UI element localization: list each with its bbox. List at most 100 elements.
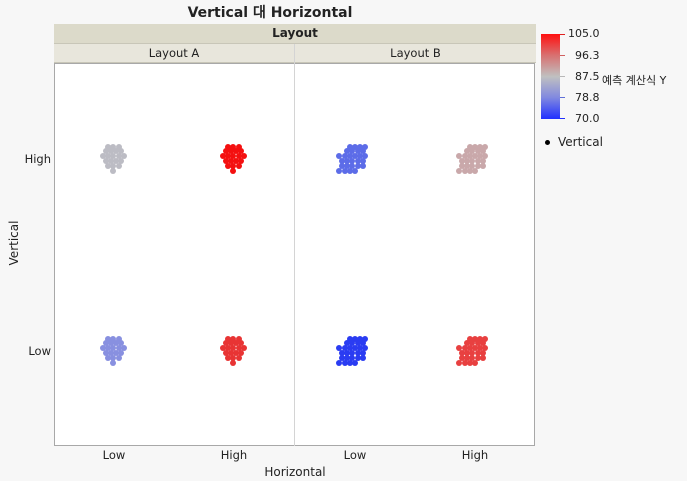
data-point[interactable] xyxy=(110,143,117,150)
data-point[interactable] xyxy=(341,359,348,366)
data-point[interactable] xyxy=(472,167,478,174)
data-point[interactable] xyxy=(336,359,343,366)
data-point[interactable] xyxy=(472,335,478,342)
data-point[interactable] xyxy=(230,143,237,150)
data-point[interactable] xyxy=(354,350,361,356)
data-point[interactable] xyxy=(359,340,366,347)
data-point[interactable] xyxy=(354,162,361,169)
data-point[interactable] xyxy=(362,143,369,150)
data-point[interactable] xyxy=(341,153,348,160)
data-point[interactable] xyxy=(233,340,239,347)
data-point[interactable] xyxy=(115,153,122,160)
data-point[interactable] xyxy=(474,148,481,155)
data-point[interactable] xyxy=(359,162,366,169)
data-point[interactable] xyxy=(115,335,122,342)
data-point[interactable] xyxy=(230,167,237,174)
data-point[interactable] xyxy=(466,153,473,160)
data-point[interactable] xyxy=(482,143,489,150)
data-point[interactable] xyxy=(225,162,232,169)
data-point[interactable] xyxy=(349,158,356,164)
data-point[interactable] xyxy=(230,162,237,169)
data-point[interactable] xyxy=(113,350,119,356)
data-point[interactable] xyxy=(341,167,348,174)
data-point[interactable] xyxy=(230,345,237,352)
data-point[interactable] xyxy=(472,359,478,366)
data-point[interactable] xyxy=(344,148,351,155)
data-point[interactable] xyxy=(107,148,114,155)
data-point[interactable] xyxy=(100,345,106,352)
data-point[interactable] xyxy=(479,162,486,169)
data-point[interactable] xyxy=(482,345,489,352)
data-point[interactable] xyxy=(362,345,369,352)
data-point[interactable] xyxy=(227,340,234,347)
data-point[interactable] xyxy=(464,158,471,164)
data-point[interactable] xyxy=(230,359,237,366)
data-point[interactable] xyxy=(469,350,476,356)
data-point[interactable] xyxy=(344,158,351,164)
data-point[interactable] xyxy=(225,335,232,342)
data-point[interactable] xyxy=(102,350,109,356)
data-point[interactable] xyxy=(472,143,478,150)
data-point[interactable] xyxy=(225,153,232,160)
data-point[interactable] xyxy=(344,354,351,361)
data-point[interactable] xyxy=(357,143,364,150)
data-point[interactable] xyxy=(359,148,366,155)
data-point[interactable] xyxy=(479,148,486,155)
data-point[interactable] xyxy=(110,345,117,352)
data-point[interactable] xyxy=(227,350,234,356)
data-point[interactable] xyxy=(235,162,242,169)
data-point[interactable] xyxy=(240,153,247,160)
data-point[interactable] xyxy=(479,350,486,356)
data-point[interactable] xyxy=(354,354,361,361)
data-point[interactable] xyxy=(349,148,356,155)
data-point[interactable] xyxy=(354,340,361,347)
data-point[interactable] xyxy=(456,359,463,366)
data-point[interactable] xyxy=(233,148,239,155)
data-point[interactable] xyxy=(105,162,112,169)
data-point[interactable] xyxy=(115,143,122,150)
data-point[interactable] xyxy=(102,340,109,347)
data-point[interactable] xyxy=(225,345,232,352)
data-point[interactable] xyxy=(346,153,353,160)
data-point[interactable] xyxy=(357,335,364,342)
data-point[interactable] xyxy=(352,153,358,160)
data-point[interactable] xyxy=(359,354,366,361)
data-point[interactable] xyxy=(222,158,229,164)
data-point[interactable] xyxy=(352,335,358,342)
data-point[interactable] xyxy=(233,350,239,356)
data-point[interactable] xyxy=(477,153,484,160)
data-point[interactable] xyxy=(479,340,486,347)
data-point[interactable] xyxy=(349,354,356,361)
data-point[interactable] xyxy=(464,340,471,347)
data-point[interactable] xyxy=(466,143,473,150)
data-point[interactable] xyxy=(230,335,237,342)
data-point[interactable] xyxy=(482,335,489,342)
data-point[interactable] xyxy=(359,158,366,164)
data-point[interactable] xyxy=(346,345,353,352)
data-point[interactable] xyxy=(238,148,245,155)
data-point[interactable] xyxy=(238,350,245,356)
data-point[interactable] xyxy=(464,162,471,169)
data-point[interactable] xyxy=(235,354,242,361)
data-point[interactable] xyxy=(461,345,468,352)
data-point[interactable] xyxy=(466,335,473,342)
data-point[interactable] xyxy=(474,340,481,347)
data-point[interactable] xyxy=(464,354,471,361)
data-point[interactable] xyxy=(240,345,247,352)
data-point[interactable] xyxy=(459,350,465,356)
data-point[interactable] xyxy=(359,350,366,356)
data-point[interactable] xyxy=(461,153,468,160)
data-point[interactable] xyxy=(461,359,468,366)
data-point[interactable] xyxy=(339,350,345,356)
data-point[interactable] xyxy=(352,167,358,174)
data-point[interactable] xyxy=(225,143,232,150)
data-point[interactable] xyxy=(105,153,112,160)
data-point[interactable] xyxy=(464,148,471,155)
data-point[interactable] xyxy=(107,158,114,164)
data-point[interactable] xyxy=(105,143,112,150)
data-point[interactable] xyxy=(230,354,237,361)
data-point[interactable] xyxy=(100,153,106,160)
data-point[interactable] xyxy=(105,345,112,352)
data-point[interactable] xyxy=(222,350,229,356)
data-point[interactable] xyxy=(349,162,356,169)
